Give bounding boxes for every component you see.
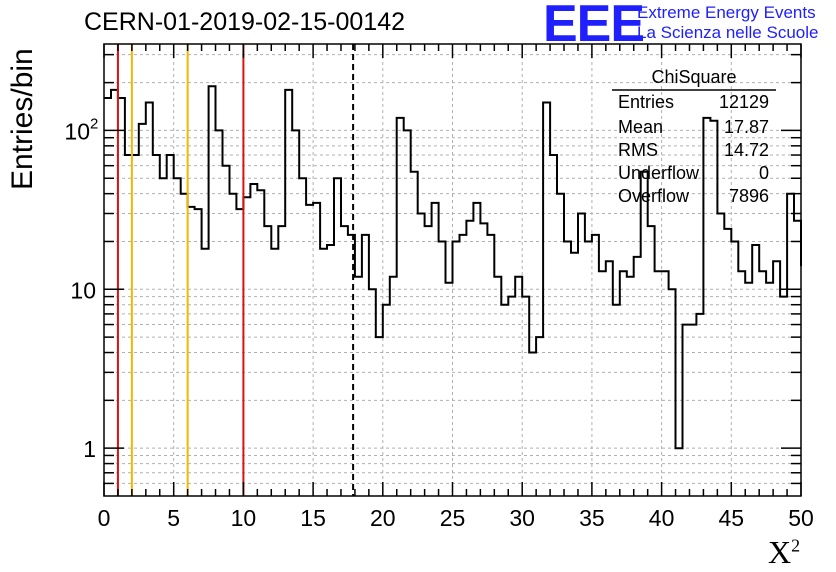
stats-row-underflow: Underflow 0 — [618, 163, 769, 185]
x-tick-label: 10 — [231, 505, 257, 531]
run-title: CERN-01-2019-02-15-00142 — [84, 8, 406, 36]
stats-box-title: ChiSquare — [651, 67, 737, 87]
reference-lines — [116, 44, 355, 496]
y-tick-label-exponent: 2 — [90, 115, 98, 132]
histogram-outline — [104, 85, 802, 450]
y-tick-label: 10 — [70, 277, 96, 303]
stats-row-overflow: Overflow 7896 — [618, 186, 769, 208]
stats-value: 14.72 — [723, 140, 769, 160]
x-tick-label: 25 — [440, 505, 466, 531]
y-tick-label: 1 — [83, 436, 96, 462]
x-tick-label: 15 — [300, 505, 326, 531]
stats-value: 7896 — [728, 186, 769, 206]
stats-key: Underflow — [618, 163, 700, 183]
x-tick-label: 50 — [788, 505, 814, 531]
y-axis-label: Entries/bin — [6, 48, 39, 190]
stats-value: 12129 — [718, 92, 769, 112]
stats-key: RMS — [618, 140, 658, 160]
logo-subtitle-2: La Scienza nelle Scuole — [637, 23, 819, 42]
eee-logo: EEE — [543, 0, 645, 53]
x-tick-label: 20 — [370, 505, 396, 531]
x-tick-label: 45 — [719, 505, 745, 531]
stats-row-entries: Entries 12129 — [618, 92, 769, 114]
stats-row-rms: RMS 14.72 — [618, 140, 769, 162]
x-tick-label: 30 — [509, 505, 535, 531]
stats-key: Entries — [618, 92, 675, 112]
stats-row-mean: Mean 17.87 — [618, 117, 769, 139]
stats-value: 0 — [758, 163, 769, 183]
y-tick-label: 10 — [64, 118, 90, 144]
x-tick-label: 35 — [579, 505, 605, 531]
histogram-series — [104, 85, 802, 450]
stats-key: Overflow — [618, 186, 690, 206]
stats-key: Mean — [618, 117, 664, 137]
x-tick-label: 5 — [167, 505, 180, 531]
logo-subtitle-1: Extreme Energy Events — [637, 3, 816, 22]
stats-value: 17.87 — [723, 117, 769, 137]
x-axis-label: X2 — [768, 534, 801, 570]
x-tick-label: 0 — [98, 505, 111, 531]
x-tick-label: 40 — [649, 505, 675, 531]
